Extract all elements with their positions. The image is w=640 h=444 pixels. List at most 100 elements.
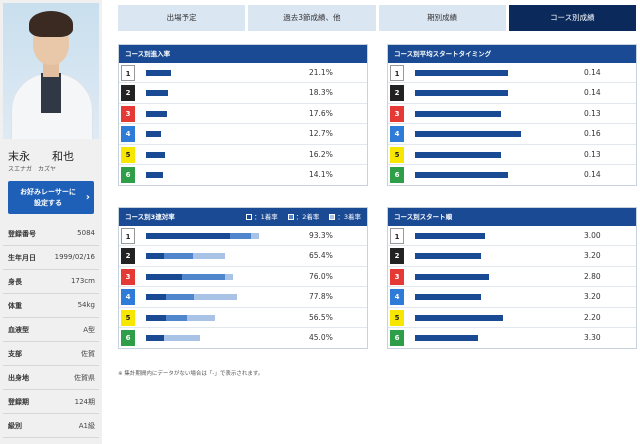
footnote: ※ 集計期間内にデータがない場合は「-」で表示されます。 xyxy=(118,371,264,377)
row-value: 12.7% xyxy=(309,129,333,139)
bar-second-place xyxy=(164,253,193,260)
row-value: 14.1% xyxy=(309,169,333,179)
bar-third-place xyxy=(187,314,215,321)
course-row-1: 1 3.00 xyxy=(388,226,636,247)
course-row-4: 4 0.16 xyxy=(388,124,636,145)
profile-row: 登録期 124期 xyxy=(3,390,99,414)
racer-photo xyxy=(3,3,99,139)
value-bar xyxy=(146,171,163,178)
course-row-3: 3 2.80 xyxy=(388,267,636,288)
value-bar xyxy=(415,253,481,260)
course-number-badge: 1 xyxy=(390,228,404,244)
profile-row: 血液型 A型 xyxy=(3,318,99,342)
course-number-badge: 5 xyxy=(390,146,404,163)
row-value: 18.3% xyxy=(309,88,333,98)
bar-second-place xyxy=(166,294,194,301)
course-row-1: 1 21.1% xyxy=(119,63,367,84)
bar-third-place xyxy=(194,294,237,301)
course-row-5: 5 2.20 xyxy=(388,308,636,328)
legend-second-label: ：2着率 xyxy=(295,213,320,221)
panel-title: コース別3連対率 xyxy=(125,213,175,221)
profile-table: 登録番号 5084 生年月日 1999/02/16 身長 173cm 体重 54kg 血液型 A型… xyxy=(3,222,99,438)
bar-first-place xyxy=(146,273,182,280)
racer-name: 末永 和也 xyxy=(8,150,74,163)
profile-label: 出身地 xyxy=(8,374,29,382)
profile-value: 佐賀 xyxy=(81,350,95,358)
tab-3[interactable]: 期別成績 xyxy=(378,5,506,31)
legend-first-label: ：1着率 xyxy=(254,213,278,221)
course-number-badge: 1 xyxy=(390,65,404,81)
legend-third-label: ：3着率 xyxy=(337,213,361,221)
entry-rate-rows: 1 21.1% 2 18.3% 3 17.6% 4 12.7% 5 16.2% 6 14.1% xyxy=(119,63,367,185)
avg-start-timing-panel: コース別平均スタートタイミング 1 0.14 2 0.14 3 0.13 4 0.16 5 0.1… xyxy=(387,44,637,187)
value-bar xyxy=(146,110,167,117)
profile-row: 出身地 佐賀県 xyxy=(3,366,99,390)
course-number-badge: 1 xyxy=(121,65,135,81)
value-bar xyxy=(146,70,171,76)
legend-first: ：1着率 xyxy=(246,208,278,226)
row-value: 17.6% xyxy=(309,108,333,118)
profile-value: 173cm xyxy=(70,277,95,285)
tab-4[interactable]: コース別成績 xyxy=(508,5,636,31)
panel-title: コース別進入率 xyxy=(119,45,367,63)
racer-name-kana: スエナガ カズヤ xyxy=(8,166,57,173)
course-row-5: 5 16.2% xyxy=(119,145,367,165)
course-number-badge: 1 xyxy=(121,228,135,244)
course-number-badge: 2 xyxy=(390,85,404,102)
bar-first-place xyxy=(146,314,166,321)
panel-header: コース別3連対率 ：1着率 ：2着率 ：3着率 xyxy=(119,208,367,226)
value-bar xyxy=(415,294,481,301)
photo-collar xyxy=(41,73,61,113)
profile-label: 身長 xyxy=(8,278,22,286)
profile-row: 身長 173cm xyxy=(3,270,99,294)
legend: ：1着率 ：2着率 ：3着率 xyxy=(246,208,361,226)
course-row-6: 6 3.30 xyxy=(388,328,636,348)
profile-value: A型 xyxy=(83,326,95,334)
row-value: 0.14 xyxy=(584,68,601,77)
course-row-1: 1 93.3% xyxy=(119,226,367,247)
tab-bar: 出場予定 過去3節成績、他 期別成績 コース別成績 xyxy=(118,5,636,31)
value-bar xyxy=(415,70,508,76)
course-number-badge: 6 xyxy=(121,329,135,346)
favorite-racer-label: お好みレーサーに 設定する xyxy=(20,188,76,207)
bar-third-place xyxy=(251,233,259,239)
course-row-2: 2 3.20 xyxy=(388,246,636,267)
row-value: 0.14 xyxy=(584,88,601,98)
bar-third-place xyxy=(225,273,233,280)
profile-row: 生年月日 1999/02/16 xyxy=(3,246,99,270)
value-bar xyxy=(415,334,478,341)
legend-second: ：2着率 xyxy=(287,208,320,226)
tab-2[interactable]: 過去3節成績、他 xyxy=(248,5,376,31)
favorite-racer-button[interactable]: お好みレーサーに 設定する › xyxy=(8,181,94,214)
course-number-badge: 4 xyxy=(121,126,135,143)
course-number-badge: 4 xyxy=(121,289,135,306)
bar-first-place xyxy=(146,294,166,301)
bar-first-place xyxy=(146,233,230,239)
course-row-4: 4 12.7% xyxy=(119,124,367,145)
course-row-4: 4 77.8% xyxy=(119,287,367,308)
row-value: 65.4% xyxy=(309,251,333,261)
course-number-badge: 3 xyxy=(121,105,135,122)
tab-1[interactable]: 出場予定 xyxy=(118,5,246,31)
panel-title: コース別平均スタートタイミング xyxy=(388,45,636,63)
course-number-badge: 6 xyxy=(121,166,135,183)
row-value: 21.1% xyxy=(309,68,333,77)
course-number-badge: 2 xyxy=(390,248,404,265)
profile-row: 級別 A1級 xyxy=(3,414,99,438)
course-number-badge: 6 xyxy=(390,166,404,183)
bar-second-place xyxy=(182,273,225,280)
profile-value: 1999/02/16 xyxy=(54,253,95,261)
top3-rate-panel: コース別3連対率 ：1着率 ：2着率 ：3着率 1 93.3% 2 65.4% 3 76.… xyxy=(118,207,368,350)
course-number-badge: 3 xyxy=(390,105,404,122)
bar-second-place xyxy=(166,314,187,321)
profile-label: 血液型 xyxy=(8,326,29,334)
course-number-badge: 4 xyxy=(390,126,404,143)
profile-label: 支部 xyxy=(8,350,22,358)
row-value: 0.16 xyxy=(584,129,601,139)
profile-value: 佐賀県 xyxy=(74,374,95,382)
profile-value: A1級 xyxy=(78,422,95,430)
course-row-6: 6 45.0% xyxy=(119,328,367,348)
profile-label: 級別 xyxy=(8,422,22,430)
course-number-badge: 6 xyxy=(390,329,404,346)
